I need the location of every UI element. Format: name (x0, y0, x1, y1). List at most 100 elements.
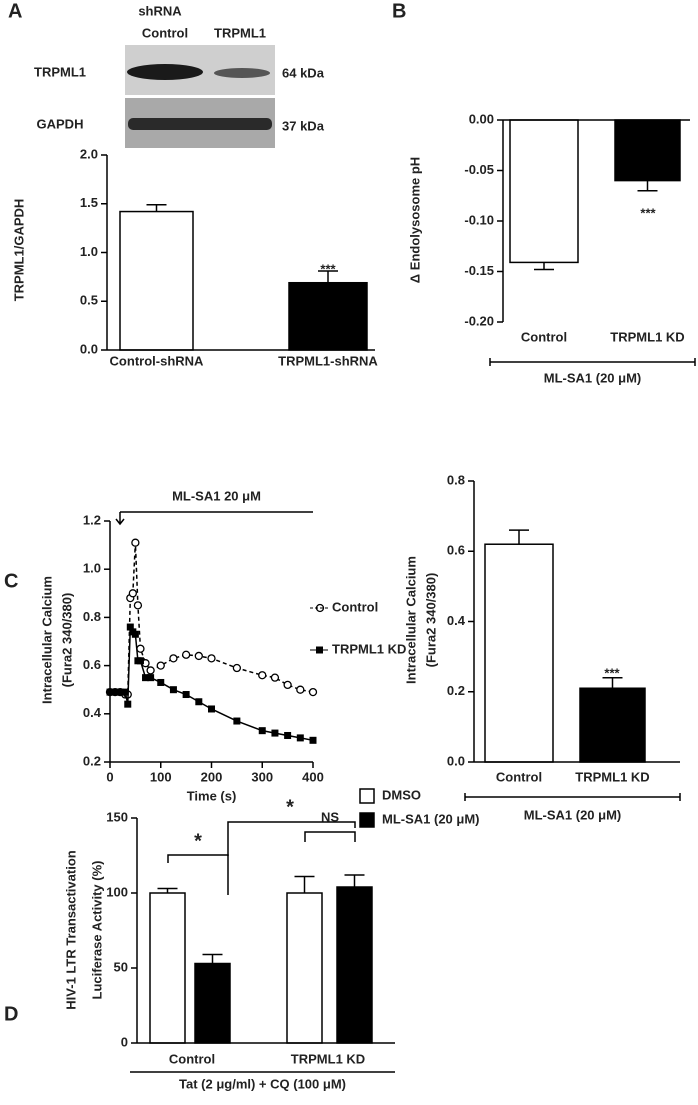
point (106, 688, 114, 696)
annotation: *** (320, 261, 336, 276)
point (208, 705, 215, 713)
annotation: NS (321, 809, 339, 824)
x-tick-label: 400 (302, 769, 324, 784)
x-tick-label: TRPML1-shRNA (278, 353, 378, 368)
bar (288, 281, 368, 351)
x-tick-label: TRPML1 KD (291, 1051, 365, 1066)
point (207, 654, 216, 663)
blot-band (128, 118, 272, 130)
x-tick-label: 0 (106, 769, 113, 784)
y-tick-label: 50 (114, 959, 128, 974)
y-tick-label: -0.10 (464, 212, 494, 227)
y-tick-label: 0.0 (447, 753, 465, 768)
y-tick-label: 0.00 (469, 111, 494, 126)
series-label: TRPML1 KD (332, 641, 406, 656)
blot-lane: TRPML1 (214, 25, 266, 40)
annotation: * (194, 830, 202, 852)
point (157, 678, 165, 686)
point (133, 601, 143, 610)
y-tick-label: -0.15 (464, 263, 494, 278)
series-label: Control (332, 599, 378, 614)
bar (194, 962, 231, 1044)
x-tick-label: Control (169, 1051, 215, 1066)
point (309, 736, 317, 744)
blot-band (214, 68, 270, 78)
legend-label: DMSO (382, 787, 421, 802)
y-axis-label: Luciferase Activity (%) (89, 861, 104, 1000)
point (126, 623, 134, 631)
panel-letter: A (8, 0, 22, 22)
bar (614, 119, 681, 182)
panel-letter: B (392, 0, 406, 22)
legend-swatch (359, 812, 375, 828)
point (195, 698, 203, 706)
bar (484, 543, 554, 763)
point (284, 731, 292, 739)
point (308, 687, 318, 697)
y-tick-label: 0.0 (80, 341, 98, 356)
y-tick-label: 0.2 (447, 683, 465, 698)
y-tick-label: 0.4 (447, 613, 466, 628)
point (156, 661, 165, 670)
y-tick-label: 1.5 (80, 195, 98, 210)
point (233, 717, 241, 725)
annotation: *** (604, 665, 620, 680)
y-axis-label: Intracellular Calcium (39, 576, 54, 704)
panel-letter: D (4, 1003, 18, 1025)
point (271, 729, 279, 737)
blot-size: 37 kDa (282, 118, 325, 133)
series-line (110, 542, 314, 696)
point (270, 673, 280, 682)
bracket-label: ML-SA1 (20 μM) (524, 807, 622, 822)
point (232, 663, 242, 673)
blot-group: shRNA (138, 3, 182, 18)
point (296, 685, 305, 694)
legend-label: ML-SA1 (20 μM) (382, 811, 480, 826)
bar (286, 892, 323, 1044)
point (136, 657, 144, 665)
y-axis-label: (Fura2 340/380) (423, 573, 438, 668)
point (124, 700, 132, 708)
point (142, 674, 150, 682)
significance-bracket (167, 854, 229, 895)
y-tick-label: 0 (121, 1034, 128, 1049)
point (296, 734, 304, 742)
x-tick-label: Control (521, 329, 567, 344)
y-tick-label: -0.05 (464, 162, 494, 177)
point (121, 688, 129, 696)
bar (119, 210, 194, 351)
x-axis-label: Tat (2 μg/ml) + CQ (100 μM) (179, 1076, 346, 1091)
x-tick-label: TRPML1 KD (575, 769, 649, 784)
point (182, 691, 190, 699)
y-tick-label: -0.20 (464, 313, 494, 328)
blot-band (127, 64, 203, 80)
y-axis-label: Δ Endolysosome pH (407, 157, 422, 283)
y-tick-label: 1.2 (83, 512, 101, 527)
legend-swatch (359, 788, 375, 804)
y-tick-label: 0.5 (80, 293, 98, 308)
blot-size: 64 kDa (282, 65, 325, 80)
point (258, 727, 266, 735)
western-blot: shRNA Control TRPML1 TRPML1 GAPDH 64 kDa… (34, 3, 325, 148)
significance-bracket (304, 831, 356, 842)
y-axis-label: TRPML1/GAPDH (11, 199, 26, 302)
point (131, 630, 139, 638)
point (131, 538, 140, 547)
point (181, 650, 191, 659)
blot-row: TRPML1 (34, 64, 86, 79)
bracket-label: ML-SA1 (20 μM) (544, 370, 642, 385)
x-tick-label: 300 (251, 769, 273, 784)
point (111, 688, 119, 696)
point (283, 680, 292, 690)
y-tick-label: 0.6 (83, 657, 101, 672)
annotation: *** (640, 205, 656, 220)
y-tick-label: 0.8 (83, 609, 101, 624)
blot-row: GAPDH (37, 116, 84, 131)
y-tick-label: 1.0 (83, 561, 101, 576)
x-tick-label: TRPML1 KD (610, 329, 684, 344)
y-tick-label: 0.8 (447, 472, 465, 487)
x-tick-label: 200 (201, 769, 223, 784)
y-axis-label: Intracellular Calcium (403, 556, 418, 684)
x-tick-label: Control (496, 769, 542, 784)
